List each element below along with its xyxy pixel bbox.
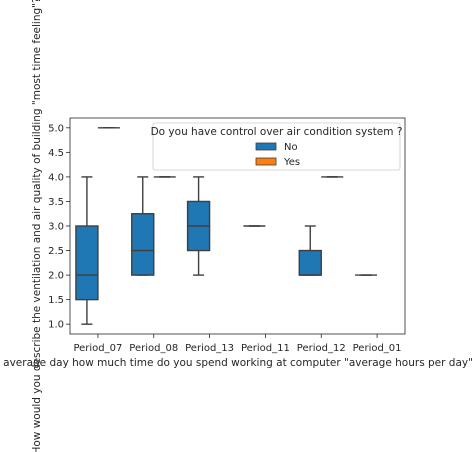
legend: Do you have control over air condition s… — [151, 122, 403, 171]
y-tick-label: 1.5 — [48, 295, 64, 306]
y-tick-label: 4.0 — [48, 172, 64, 183]
y-tick-label: 5.0 — [48, 123, 64, 134]
x-tick-label: Period_07 — [73, 343, 122, 354]
box-no-period_13 — [186, 176, 211, 276]
y-axis: 1.0 1.5 2.0 2.5 3.0 3.5 4.0 4.5 5.0 — [48, 123, 70, 331]
x-axis: Period_07 Period_08 Period_13 Period_11 Peri… — [73, 334, 402, 354]
x-tick-label: Period_12 — [297, 343, 346, 354]
x-tick-label: Period_11 — [241, 343, 290, 354]
x-axis-label: In average day how much time do you spen… — [0, 357, 473, 369]
x-tick-label: Period_01 — [353, 343, 402, 354]
box-no-period_08 — [131, 176, 155, 276]
y-tick-label: 2.5 — [48, 246, 64, 257]
box-body — [131, 213, 155, 276]
legend-label-no: No — [284, 142, 298, 153]
y-tick-label: 2.0 — [48, 271, 64, 282]
y-tick-label: 3.0 — [48, 222, 64, 233]
legend-swatch-no — [255, 142, 277, 151]
legend-label-yes: Yes — [283, 157, 300, 168]
y-tick-label: 1.0 — [48, 320, 64, 331]
y-tick-label: 4.5 — [48, 148, 64, 159]
box-no-period_12 — [298, 225, 322, 276]
legend-entries: No Yes — [255, 142, 300, 168]
axes-frame — [69, 117, 406, 335]
box-series-group — [75, 127, 378, 325]
legend-swatch-yes — [255, 157, 277, 166]
x-tick-label: Period_13 — [185, 343, 234, 354]
y-tick-label: 3.5 — [48, 197, 64, 208]
legend-frame — [152, 122, 401, 171]
box-no-period_07 — [75, 176, 99, 325]
y-axis-label: How would you describe the ventilation a… — [31, 0, 43, 452]
box-body — [298, 249, 322, 276]
legend-title: Do you have control over air condition s… — [151, 126, 403, 138]
box-body — [75, 225, 99, 301]
x-tick-label: Period_08 — [129, 343, 178, 354]
